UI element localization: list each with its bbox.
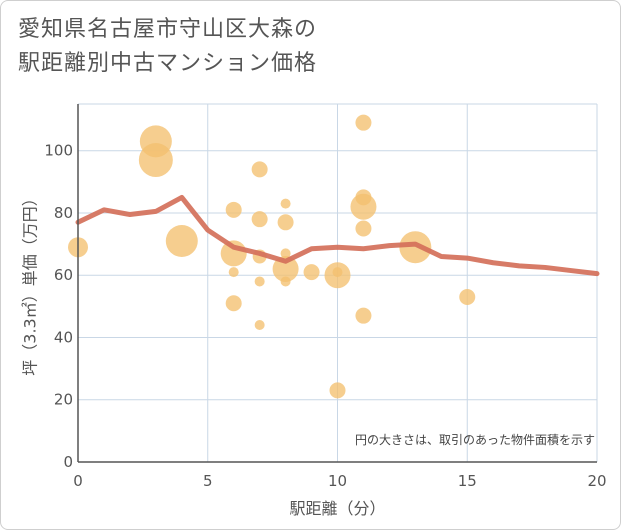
bubble-point — [251, 161, 268, 178]
bubble-point — [355, 114, 372, 131]
bubble-point — [254, 320, 265, 331]
bubble-point — [280, 276, 291, 287]
bubble-point — [332, 267, 343, 278]
chart-title-line1: 愛知県名古屋市守山区大森の — [18, 17, 318, 42]
bubble-point — [329, 382, 346, 399]
bubble-point — [399, 231, 432, 264]
x-axis-label: 駅距離（分） — [289, 499, 385, 518]
x-tick-label: 15 — [458, 472, 477, 490]
trend-line-series — [75, 194, 600, 277]
x-tick-label: 10 — [328, 472, 347, 490]
axes — [77, 104, 597, 463]
y-tick-label: 100 — [44, 142, 73, 160]
tick-labels: 0 5 10 15 20 0 20 40 60 80 100 — [44, 142, 606, 490]
y-axis-label: 坪（3.3㎡）単価（万円） — [21, 190, 40, 375]
bubble-point — [459, 289, 476, 306]
bubble-point — [225, 295, 242, 312]
x-tick-label: 0 — [73, 472, 83, 490]
bubble-point — [350, 193, 377, 220]
y-tick-label: 40 — [54, 328, 73, 346]
bubble-point — [280, 198, 291, 209]
bubble-series — [68, 114, 476, 399]
y-tick-label: 0 — [63, 453, 73, 471]
bubble-point — [272, 255, 299, 282]
bubble-point — [138, 143, 173, 178]
bubble-point — [355, 220, 372, 237]
y-tick-label: 20 — [54, 391, 73, 409]
bubble-point — [165, 224, 198, 257]
bubble-point — [254, 276, 265, 287]
bubble-point — [277, 214, 294, 231]
chart-title: 愛知県名古屋市守山区大森の 駅距離別中古マンション価格 — [18, 13, 578, 81]
average-price-line — [75, 194, 600, 277]
bubble-point — [225, 201, 242, 218]
y-tick-label: 60 — [54, 266, 73, 284]
bubble-point — [251, 211, 268, 228]
y-tick-label: 80 — [54, 204, 73, 222]
x-tick-label: 20 — [587, 472, 606, 490]
bubble-size-note: 円の大きさは、取引のあった物件面積を示す — [355, 432, 595, 447]
bubble-point — [228, 267, 239, 278]
chart-title-line2: 駅距離別中古マンション価格 — [18, 51, 318, 76]
bubble-point — [303, 264, 320, 281]
bubble-point — [355, 307, 372, 324]
x-tick-label: 5 — [203, 472, 213, 490]
bubble-point — [280, 248, 291, 259]
